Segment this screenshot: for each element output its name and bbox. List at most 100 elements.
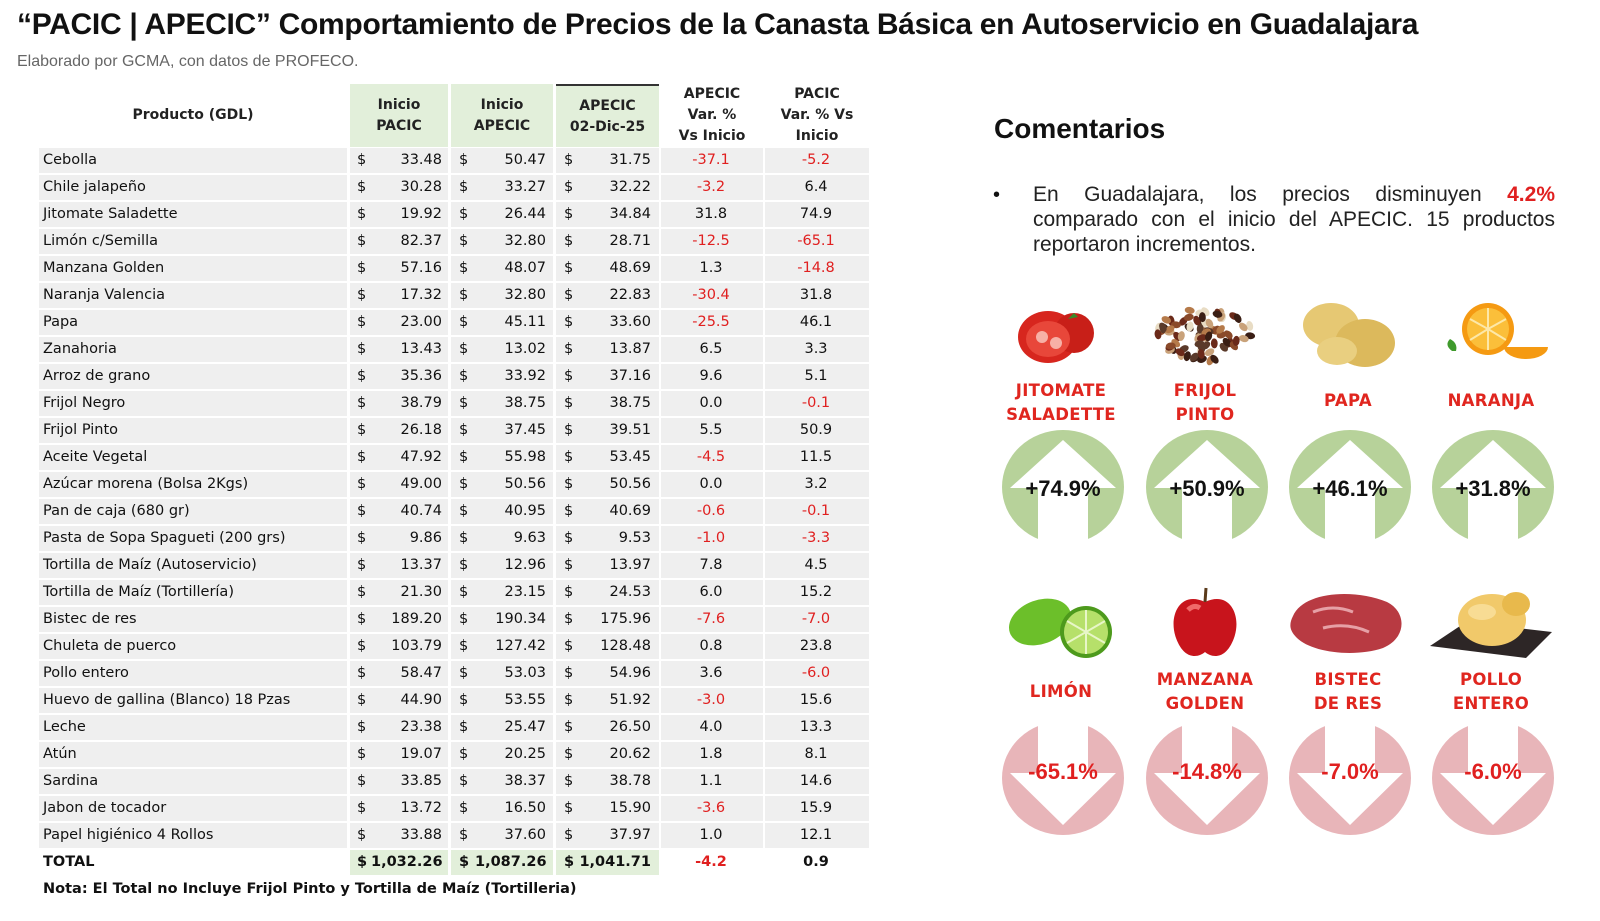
apecic-var-value: 1.1 <box>699 773 723 789</box>
inicio-apecic-value: 33.92 <box>504 368 546 384</box>
inicio-pacic-value: 13.72 <box>400 800 442 816</box>
cell-background <box>451 445 553 470</box>
currency-sign: $ <box>459 287 469 303</box>
product-name: Papel higiénico 4 Rollos <box>43 827 214 843</box>
cell-background <box>451 796 553 821</box>
cell-background <box>451 175 553 200</box>
pacic-var-value: 23.8 <box>799 638 833 654</box>
col-header-pacic-var: PACIC Var. % Vs Inicio <box>780 86 854 144</box>
product-name: Frijol Negro <box>43 395 126 411</box>
apecic-value: 38.78 <box>609 773 651 789</box>
apecic-var-value: 4.0 <box>699 719 723 735</box>
product-name: Naranja Valencia <box>43 287 165 303</box>
product-card: PAPA +46.1% <box>1283 293 1413 553</box>
product-label-line: LIMÓN <box>1029 682 1093 701</box>
cell-background <box>39 148 347 173</box>
cell-background <box>451 391 553 416</box>
cell-background <box>39 283 347 308</box>
cell-background <box>350 391 448 416</box>
cell-background <box>451 769 553 794</box>
cell-background <box>556 607 659 632</box>
cell-background <box>39 688 347 713</box>
col-header-inicio-pacic: Inicio PACIC <box>350 84 448 147</box>
cell-background <box>350 526 448 551</box>
apecic-var-value: -7.6 <box>696 611 726 627</box>
pacic-var-value: 13.3 <box>799 719 833 735</box>
product-name: Jitomate Saladette <box>43 206 178 222</box>
currency-sign: $ <box>357 800 367 816</box>
inicio-apecic-value: 13.02 <box>504 341 546 357</box>
table-row: Papel higiénico 4 Rollos $ $ $33.88 37.60 37.… <box>39 822 879 849</box>
currency-sign: $ <box>357 179 367 195</box>
inicio-apecic-value: 53.03 <box>504 665 546 681</box>
apecic-var-value: -30.4 <box>692 287 730 303</box>
cell-background <box>661 418 763 443</box>
currency-sign: $ <box>564 287 574 303</box>
currency-sign: $ <box>459 206 469 222</box>
cell-background <box>350 634 448 659</box>
cell-background <box>661 283 763 308</box>
pacic-var-value: -7.0 <box>801 611 831 627</box>
table-row: Jabon de tocador $ $ $13.72 16.50 15.90 -3.6 15… <box>39 795 879 822</box>
apecic-var-value: -12.5 <box>692 233 730 249</box>
cell-background <box>451 850 553 875</box>
arrow-up-icon <box>1154 440 1260 544</box>
cell-background <box>350 472 448 497</box>
apecic-value: 39.51 <box>609 422 651 438</box>
apecic-var-value: 0.8 <box>699 638 723 654</box>
inicio-pacic-value: 82.37 <box>400 233 442 249</box>
cell-background <box>765 148 869 173</box>
currency-sign: $ <box>459 341 469 357</box>
cell-background <box>451 283 553 308</box>
table-row: Manzana Golden $ $ $57.16 48.07 48.69 1.3 -14.8 <box>39 255 879 282</box>
inicio-pacic-value: 33.85 <box>400 773 442 789</box>
inicio-pacic-value: 38.79 <box>400 395 442 411</box>
inicio-pacic-value: 13.37 <box>400 557 442 573</box>
inicio-apecic-value: 45.11 <box>504 314 546 330</box>
apecic-var-value: 1.8 <box>699 746 723 762</box>
comments-title: Comentarios <box>994 113 1166 144</box>
currency-sign: $ <box>459 422 469 438</box>
apecic-var-value: 31.8 <box>694 206 728 222</box>
product-label-line: POLLO <box>1459 670 1523 689</box>
currency-sign: $ <box>564 260 574 276</box>
currency-sign: $ <box>459 611 469 627</box>
inicio-pacic-value: 47.92 <box>400 449 442 465</box>
currency-sign: $ <box>459 449 469 465</box>
cell-background <box>556 526 659 551</box>
currency-sign: $ <box>459 719 469 735</box>
inicio-apecic-value: 40.95 <box>504 503 546 519</box>
inicio-apecic-value: 12.96 <box>504 557 546 573</box>
cell-background <box>661 553 763 578</box>
cell-background <box>350 499 448 524</box>
product-name: Leche <box>43 719 86 735</box>
product-card: FRIJOL PINTO +50.9% <box>1140 293 1270 553</box>
table-row: Sardina $ $ $33.85 38.37 38.78 1.1 14.6 <box>39 768 879 795</box>
cell-background <box>350 337 448 362</box>
cell-background <box>451 499 553 524</box>
cell-background <box>556 256 659 281</box>
cell-background <box>451 229 553 254</box>
currency-sign: $ <box>459 179 469 195</box>
product-name: Zanahoria <box>43 341 117 357</box>
currency-sign: $ <box>564 152 574 168</box>
table-row: Leche $ $ $23.38 25.47 26.50 4.0 13.3 <box>39 714 879 741</box>
cell-background <box>661 634 763 659</box>
apecic-var-value: -3.6 <box>696 800 726 816</box>
table-row: Azúcar morena (Bolsa 2Kgs) $ $ $49.00 50.56 5… <box>39 471 879 498</box>
apecic-value: 175.96 <box>600 611 651 627</box>
product-label: POLLO ENTERO <box>1416 668 1566 716</box>
apecic-value: 28.71 <box>609 233 651 249</box>
currency-sign: $ <box>564 665 574 681</box>
cell-background <box>556 688 659 713</box>
currency-sign: $ <box>564 746 574 762</box>
currency-sign: $ <box>564 233 574 249</box>
apple-icon <box>1140 582 1270 662</box>
col-header-apecic-date: APECIC 02-Dic-25 <box>556 84 659 147</box>
currency-sign: $ <box>564 827 574 843</box>
cell-background <box>451 310 553 335</box>
arrow-down-icon <box>1297 721 1403 825</box>
cell-background <box>556 715 659 740</box>
inicio-pacic-value: 44.90 <box>400 692 442 708</box>
product-card: MANZANA GOLDEN -14.8% <box>1140 578 1270 838</box>
